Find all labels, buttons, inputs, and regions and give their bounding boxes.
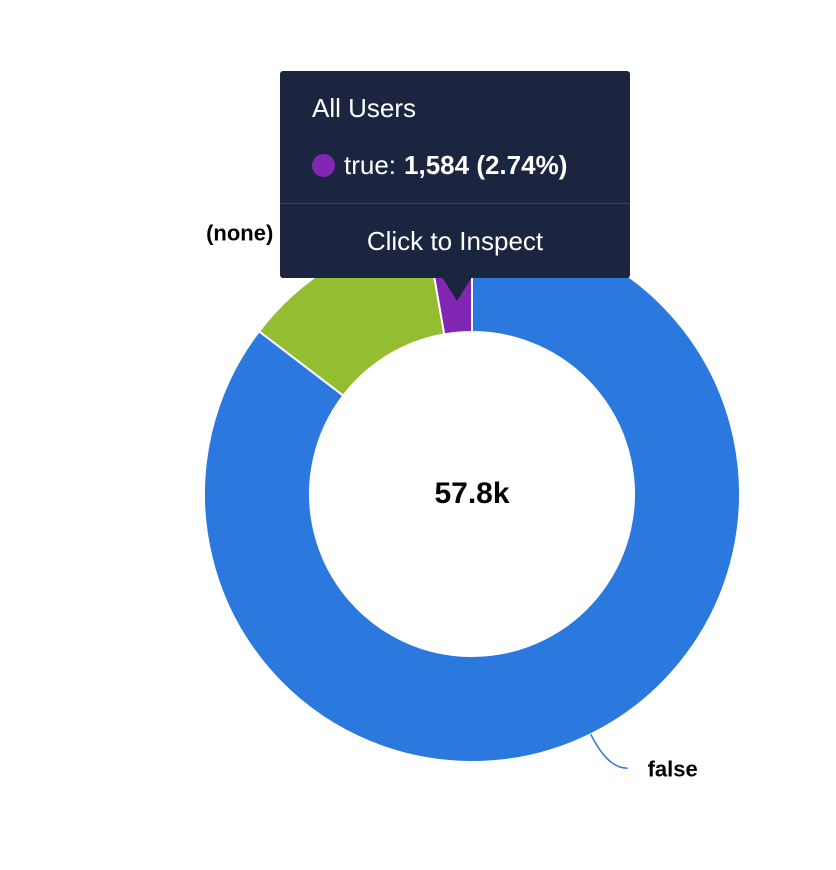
inspect-button[interactable]: Click to Inspect xyxy=(366,226,544,256)
leader-line xyxy=(590,733,628,770)
donut-slice-false[interactable] xyxy=(203,224,741,763)
series-dot-icon xyxy=(312,153,335,177)
slice-label: (none) xyxy=(206,220,273,245)
tooltip-title: All Users xyxy=(312,93,417,123)
tooltip-row: true: 1,584 (2.74%) xyxy=(312,150,567,180)
slice-label: false xyxy=(648,756,698,781)
tooltip-divider xyxy=(280,203,630,204)
chart-tooltip: All Users true: 1,584 (2.74%) Click to I… xyxy=(280,71,630,278)
tooltip-arrow xyxy=(442,277,472,301)
tooltip-series-label: true: xyxy=(344,150,397,180)
tooltip-value: 1,584 (2.74%) xyxy=(404,150,568,180)
center-total-label: 57.8k xyxy=(434,477,509,510)
